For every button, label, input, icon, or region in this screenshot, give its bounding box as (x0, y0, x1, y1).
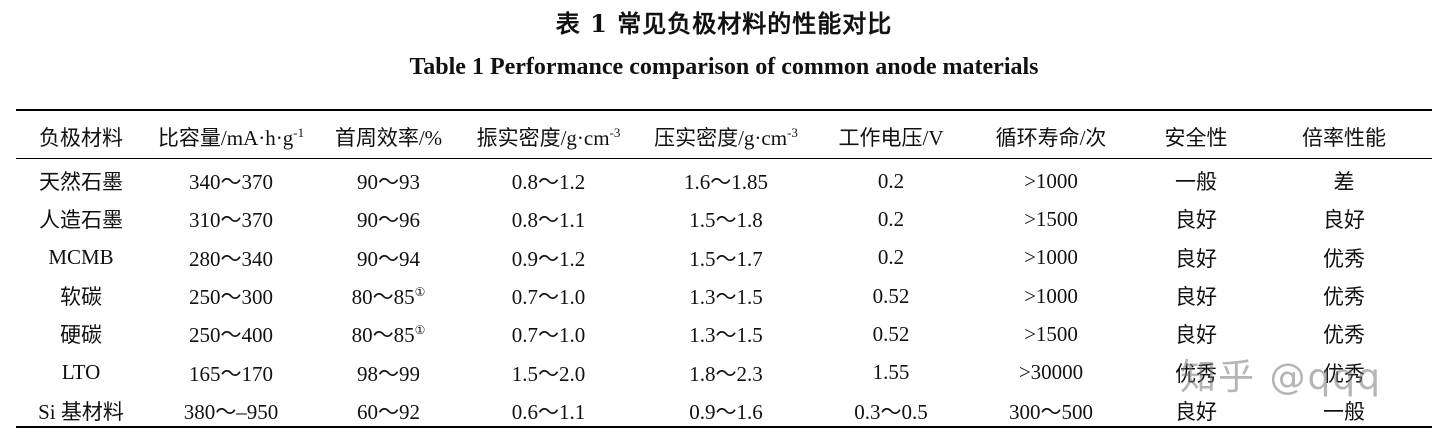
header-safety: 安全性 (1164, 126, 1228, 150)
cell-capacity: 310～370 (189, 208, 273, 233)
zhihu-watermark: 知乎 @qqq (1180, 357, 1382, 398)
cell-safety: 良好 (1175, 246, 1217, 271)
table-header-row: 负极材料 比容量/mA·h·g-1 首周效率/% 振实密度/g·cm-3 压实密… (16, 116, 1432, 158)
cell-voltage: 0.2 (877, 206, 905, 231)
cell-safety: 优秀 (1175, 361, 1217, 386)
cell-capacity: 340～370 (189, 170, 273, 195)
cell-compact-density: 1.8～2.3 (689, 361, 763, 386)
cell-efficiency: 80～85① (351, 323, 426, 348)
cell-capacity: 280～340 (189, 246, 273, 271)
cell-compact-density: 0.9～1.6 (689, 399, 763, 424)
cell-rate: 一般 (1323, 399, 1365, 424)
table-top-rule (16, 109, 1432, 111)
cell-material: LTO (61, 360, 101, 385)
footnote-marker: ① (414, 285, 426, 300)
cell-compact-density: 1.3～1.5 (689, 285, 763, 310)
cell-efficiency: 90～93 (357, 170, 420, 195)
header-cycle-life: 循环寿命/次 (995, 126, 1107, 150)
header-compact-density: 压实密度/g·cm-3 (654, 125, 798, 150)
cell-compact-density: 1.5～1.8 (689, 208, 763, 233)
table-title-cn: 表 1 常见负极材料的性能对比 (555, 9, 893, 38)
cell-efficiency: 80～85① (351, 285, 426, 310)
header-material: 负极材料 (39, 126, 123, 150)
header-voltage: 工作电压/V (838, 126, 944, 150)
cell-safety: 良好 (1175, 399, 1217, 424)
cell-cycle-life: >1500 (1024, 206, 1078, 231)
cell-cycle-life: 300～500 (1009, 399, 1093, 424)
header-capacity: 比容量/mA·h·g-1 (157, 125, 305, 150)
cell-tap-density: 0.8～1.2 (511, 170, 586, 195)
cell-rate: 优秀 (1323, 285, 1365, 310)
cell-cycle-life: >1000 (1024, 283, 1078, 308)
cell-voltage: 0.52 (872, 283, 910, 308)
cell-tap-density: 1.5～2.0 (511, 361, 586, 386)
cell-compact-density: 1.6～1.85 (684, 170, 768, 195)
anode-comparison-table: 负极材料 比容量/mA·h·g-1 首周效率/% 振实密度/g·cm-3 压实密… (16, 116, 1432, 430)
cell-voltage: 0.2 (877, 168, 905, 193)
cell-material: 软碳 (60, 285, 102, 310)
cell-material: 硬碳 (60, 323, 102, 348)
cell-capacity: 380～–950 (183, 399, 279, 424)
table-row: 天然石墨 340～370 90～93 0.8～1.2 1.6～1.85 0.2 … (16, 158, 1432, 200)
cell-voltage: 0.2 (877, 245, 905, 270)
cell-voltage: 0.3～0.5 (854, 399, 928, 424)
cell-capacity: 250～400 (189, 323, 273, 348)
cell-rate: 优秀 (1323, 323, 1365, 348)
table-row: LTO 165～170 98～99 1.5～2.0 1.8～2.3 1.55 >… (16, 353, 1432, 391)
cell-cycle-life: >1000 (1024, 168, 1078, 193)
cell-material: 天然石墨 (39, 170, 123, 195)
cell-voltage: 0.52 (872, 321, 910, 346)
cell-material: Si 基材料 (38, 399, 124, 424)
footnote-marker: ① (414, 323, 426, 338)
table-row: MCMB 280～340 90～94 0.9～1.2 1.5～1.7 0.2 >… (16, 239, 1432, 277)
cell-efficiency: 90～94 (357, 246, 420, 271)
cell-tap-density: 0.7～1.0 (511, 323, 586, 348)
cell-efficiency: 98～99 (357, 361, 420, 386)
table-row: 人造石墨 310～370 90～96 0.8～1.1 1.5～1.8 0.2 >… (16, 200, 1432, 238)
cell-cycle-life: >30000 (1018, 360, 1084, 385)
cell-material: MCMB (48, 245, 114, 270)
cell-cycle-life: >1000 (1024, 245, 1078, 270)
cell-safety: 良好 (1175, 323, 1217, 348)
table-header-rule (16, 158, 1432, 159)
cell-rate: 良好 (1323, 208, 1365, 233)
cell-tap-density: 0.7～1.0 (511, 285, 586, 310)
cell-material: 人造石墨 (39, 208, 123, 233)
cell-capacity: 250～300 (189, 285, 273, 310)
cell-efficiency: 60～92 (357, 399, 420, 424)
table-row: 硬碳 250～400 80～85① 0.7～1.0 1.3～1.5 0.52 >… (16, 315, 1432, 353)
header-rate: 倍率性能 (1302, 126, 1386, 150)
header-efficiency: 首周效率/% (334, 126, 443, 150)
table-title-en: Table 1 Performance comparison of common… (409, 54, 1039, 80)
header-tap-density: 振实密度/g·cm-3 (476, 125, 621, 150)
cell-safety: 一般 (1175, 170, 1217, 195)
cell-cycle-life: >1500 (1024, 321, 1078, 346)
cell-efficiency: 90～96 (357, 208, 420, 233)
cell-safety: 良好 (1175, 285, 1217, 310)
cell-compact-density: 1.3～1.5 (689, 323, 763, 348)
cell-safety: 良好 (1175, 208, 1217, 233)
cell-voltage: 1.55 (872, 360, 910, 385)
table-row: 软碳 250～300 80～85① 0.7～1.0 1.3～1.5 0.52 >… (16, 277, 1432, 315)
cell-rate: 优秀 (1323, 246, 1365, 271)
cell-tap-density: 0.9～1.2 (511, 246, 586, 271)
table-bottom-rule (16, 426, 1432, 428)
cell-rate: 优秀 (1323, 361, 1365, 386)
table-row: Si 基材料 380～–950 60～92 0.6～1.1 0.9～1.6 0.… (16, 392, 1432, 430)
cell-rate: 差 (1333, 170, 1355, 195)
cell-tap-density: 0.6～1.1 (511, 399, 586, 424)
cell-capacity: 165～170 (189, 361, 273, 386)
cell-tap-density: 0.8～1.1 (511, 208, 586, 233)
cell-compact-density: 1.5～1.7 (689, 246, 763, 271)
